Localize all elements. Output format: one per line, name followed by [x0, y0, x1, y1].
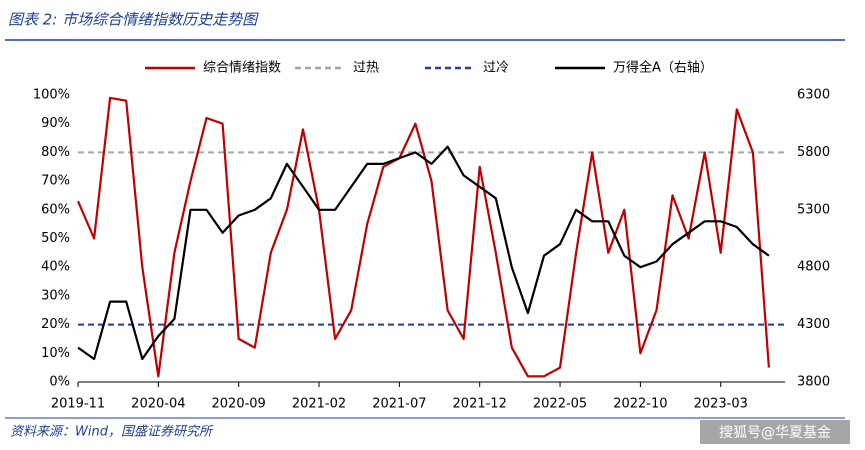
- y-tick-label: 30%: [41, 288, 70, 303]
- y-tick-label: 0%: [49, 375, 70, 390]
- x-tick-label: 2022-10: [613, 397, 667, 412]
- x-tick-label: 2019-11: [51, 397, 105, 412]
- y-tick-label: 90%: [41, 116, 70, 131]
- chart-title: 图表 2: 市场综合情绪指数历史走势图: [8, 11, 259, 29]
- series-line: [76, 96, 770, 378]
- y2-tick-label: 3800: [797, 375, 830, 390]
- x-tick-label: 2021-12: [453, 397, 507, 412]
- x-tick-label: 2021-07: [372, 397, 426, 412]
- y-tick-label: 20%: [41, 317, 70, 332]
- x-tick-label: 2022-05: [533, 397, 587, 412]
- x-tick-label: 2020-09: [212, 397, 266, 412]
- watermark-bg: [700, 420, 850, 444]
- x-tick-label: 2023-03: [694, 397, 748, 412]
- y-tick-label: 10%: [41, 346, 70, 361]
- y-tick-label: 40%: [41, 260, 70, 275]
- y-tick-label: 70%: [41, 174, 70, 189]
- y2-tick-label: 4800: [797, 260, 830, 275]
- y-tick-label: 50%: [41, 231, 70, 246]
- y2-tick-label: 5300: [797, 202, 830, 217]
- x-tick-label: 2020-04: [131, 397, 185, 412]
- y2-tick-label: 4300: [797, 317, 830, 332]
- y-tick-label: 60%: [41, 202, 70, 217]
- y2-tick-label: 6300: [797, 88, 830, 103]
- y2-tick-label: 5800: [797, 145, 830, 160]
- legend-label: 综合情绪指数: [203, 61, 281, 76]
- legend-label: 过冷: [483, 61, 509, 76]
- y-tick-label: 100%: [33, 88, 70, 103]
- y-tick-label: 80%: [41, 145, 70, 160]
- series-line: [77, 145, 770, 361]
- source: 资料来源：Wind，国盛证券研究所: [10, 424, 214, 440]
- watermark: 搜狐号@华夏基金: [719, 424, 831, 441]
- legend-label: 过热: [353, 61, 379, 76]
- x-tick-label: 2021-02: [292, 397, 346, 412]
- legend-label: 万得全A（右轴）: [613, 60, 713, 76]
